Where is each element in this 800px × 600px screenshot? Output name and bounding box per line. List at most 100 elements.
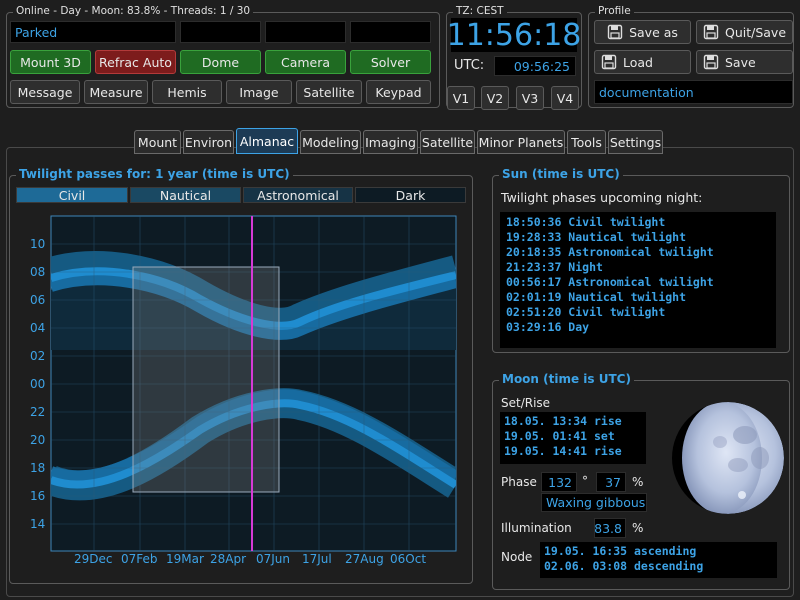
node-list: 19.05. 16:35 ascending 02.06. 03:08 desc… xyxy=(540,542,777,578)
x-tick: 19Mar xyxy=(166,552,204,566)
park-state-field: Parked xyxy=(10,21,176,43)
status-title: Online - Day - Moon: 83.8% - Threads: 1 … xyxy=(13,5,254,17)
save-label: Save xyxy=(725,54,756,70)
status-field-4 xyxy=(350,21,431,43)
dome-button[interactable]: Dome xyxy=(180,50,261,74)
sun-phase-item: 20:18:35 Astronomical twilight xyxy=(506,245,714,259)
quit-save-icon xyxy=(703,24,719,40)
message-button[interactable]: Message xyxy=(10,80,80,104)
view3-button[interactable]: V3 xyxy=(516,86,544,110)
degree-unit: ° xyxy=(582,474,588,488)
sun-phase-item: 02:01:19 Nautical twilight xyxy=(506,290,687,304)
y-tick: 10 xyxy=(30,237,46,251)
save-as-label: Save as xyxy=(629,24,678,40)
status-group: Online - Day - Moon: 83.8% - Threads: 1 … xyxy=(6,5,440,108)
load-button[interactable]: Load xyxy=(594,50,691,74)
x-tick: 17Jul xyxy=(302,552,332,566)
x-tick: 07Jun xyxy=(256,552,291,566)
view4-button[interactable]: V4 xyxy=(551,86,579,110)
satellite-button[interactable]: Satellite xyxy=(296,80,362,104)
save-as-button[interactable]: Save as xyxy=(594,20,691,44)
y-tick: 16 xyxy=(30,489,46,503)
tab-environ[interactable]: Environ xyxy=(183,130,234,154)
view2-button[interactable]: V2 xyxy=(481,86,509,110)
segment-nautical[interactable]: Nautical xyxy=(130,187,241,203)
x-tick: 29Dec xyxy=(74,552,113,566)
tab-satellite[interactable]: Satellite xyxy=(420,130,475,154)
sun-phase-item: 03:29:16 Day xyxy=(506,320,590,334)
sun-subtitle: Twilight phases upcoming night: xyxy=(501,190,703,205)
measure-button[interactable]: Measure xyxy=(84,80,148,104)
phase-degrees: 132 xyxy=(541,472,577,492)
set-rise-item: 19.05. 01:41 set xyxy=(504,429,615,443)
tab-minor-planets[interactable]: Minor Planets xyxy=(477,130,565,154)
illumination-value: 83.8 xyxy=(594,518,626,538)
clock-group: TZ: CEST xyxy=(446,5,582,108)
y-tick: 20 xyxy=(30,433,46,447)
quit-save-button[interactable]: Quit/Save xyxy=(696,20,793,44)
profile-name-field[interactable]: documentation xyxy=(594,80,793,104)
illumination-label: Illumination xyxy=(501,521,572,535)
segment-astronomical[interactable]: Astronomical xyxy=(243,187,353,203)
segment-civil[interactable]: Civil xyxy=(16,187,128,203)
sun-phase-item: 18:50:36 Civil twilight xyxy=(506,215,666,229)
set-rise-item: 19.05. 14:41 rise xyxy=(504,444,622,458)
phase-percent: 37 xyxy=(596,472,626,492)
sun-phase-item: 00:56:17 Astronomical twilight xyxy=(506,275,714,289)
keypad-button[interactable]: Keypad xyxy=(366,80,431,104)
sun-phases-list: 18:50:36 Civil twilight 19:28:33 Nautica… xyxy=(500,212,776,348)
status-field-2 xyxy=(180,21,261,43)
profile-title: Profile xyxy=(595,5,634,17)
mount3d-button[interactable]: Mount 3D xyxy=(10,50,91,74)
y-tick: 08 xyxy=(30,265,46,279)
tab-imaging[interactable]: Imaging xyxy=(363,130,418,154)
sun-phase-item: 19:28:33 Nautical twilight xyxy=(506,230,687,244)
sun-title: Sun (time is UTC) xyxy=(499,167,623,181)
solver-button[interactable]: Solver xyxy=(350,50,431,74)
set-rise-item: 18.05. 13:34 rise xyxy=(504,414,622,428)
illumination-unit: % xyxy=(632,521,644,535)
x-tick: 07Feb xyxy=(121,552,158,566)
phase-name: Waxing gibbous xyxy=(541,493,647,512)
sun-group: Sun (time is UTC) xyxy=(492,167,790,353)
set-rise-list: 18.05. 13:34 rise 19.05. 01:41 set 19.05… xyxy=(500,412,646,464)
moon-image xyxy=(672,402,784,514)
sun-phase-item: 21:23:37 Night xyxy=(506,260,603,274)
x-tick: 06Oct xyxy=(390,552,427,566)
timezone-title: TZ: CEST xyxy=(453,5,507,17)
tab-almanac[interactable]: Almanac xyxy=(236,128,298,154)
segment-dark[interactable]: Dark xyxy=(355,187,466,203)
tab-tools[interactable]: Tools xyxy=(567,130,606,154)
set-rise-label: Set/Rise xyxy=(501,396,551,410)
tab-mount[interactable]: Mount xyxy=(134,130,181,154)
camera-button[interactable]: Camera xyxy=(265,50,346,74)
y-tick: 04 xyxy=(30,321,46,335)
utc-label: UTC: xyxy=(454,58,485,73)
twilight-group: Twilight passes for: 1 year (time is UTC… xyxy=(9,167,473,584)
tab-modeling[interactable]: Modeling xyxy=(300,130,361,154)
y-tick: 00 xyxy=(30,377,46,391)
view1-button[interactable]: V1 xyxy=(447,86,475,110)
tab-settings[interactable]: Settings xyxy=(608,130,663,154)
local-time-display: 11:56:18 xyxy=(446,17,582,53)
x-tick: 27Aug xyxy=(345,552,384,566)
quit-save-label: Quit/Save xyxy=(724,24,787,40)
percent-unit: % xyxy=(632,475,644,489)
selection-rect[interactable] xyxy=(132,266,280,493)
profile-group: Profile xyxy=(588,5,794,108)
save-button[interactable]: Save xyxy=(696,50,793,74)
node-label: Node xyxy=(501,550,533,564)
twilight-bands xyxy=(51,216,456,551)
y-tick: 18 xyxy=(30,461,46,475)
y-tick: 02 xyxy=(30,349,46,363)
phase-label: Phase xyxy=(501,475,537,489)
y-tick: 06 xyxy=(30,293,46,307)
refrac-auto-button[interactable]: Refrac Auto xyxy=(95,50,176,74)
y-tick: 14 xyxy=(30,517,46,531)
twilight-title: Twilight passes for: 1 year (time is UTC… xyxy=(16,167,293,181)
node-item: 02.06. 03:08 descending xyxy=(544,559,704,573)
image-button[interactable]: Image xyxy=(226,80,292,104)
utc-time-display: 09:56:25 xyxy=(494,56,576,76)
hemis-button[interactable]: Hemis xyxy=(152,80,222,104)
